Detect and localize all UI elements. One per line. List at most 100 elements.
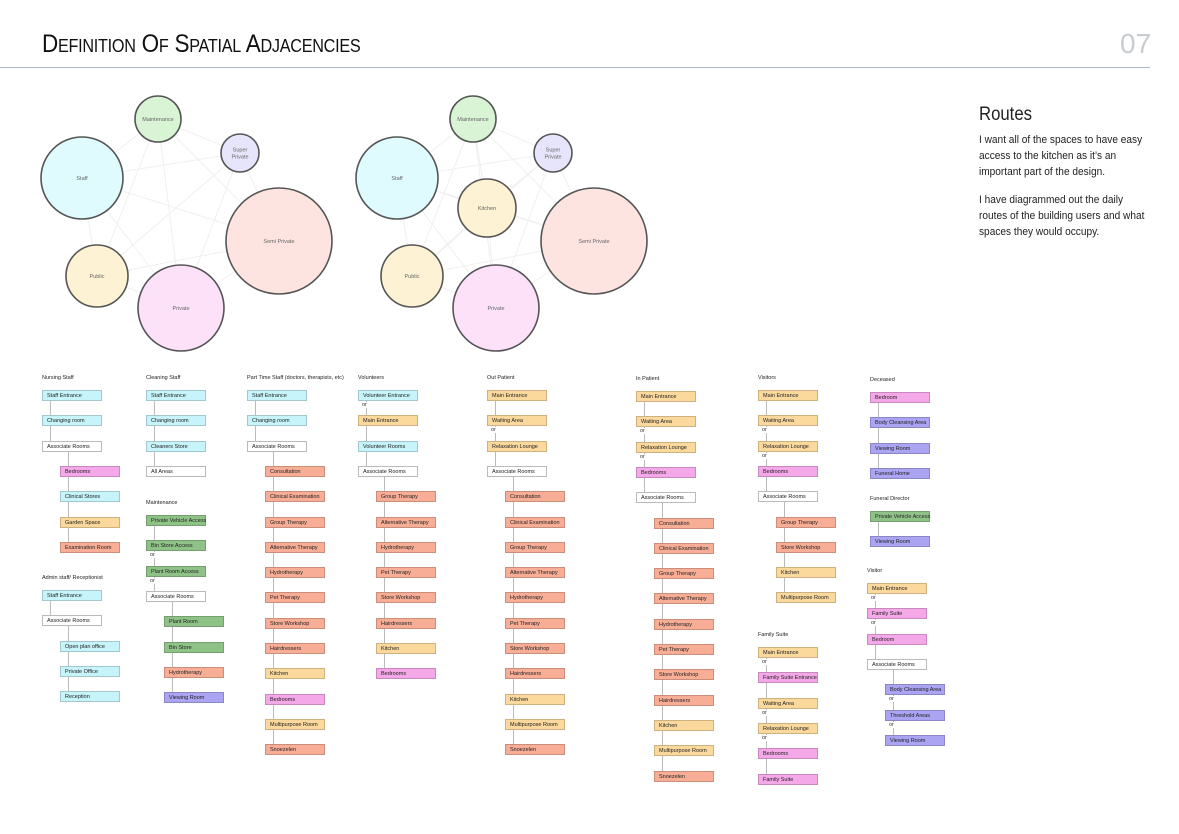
route-room: Examination Room: [60, 541, 120, 553]
route-room: Consultation: [654, 517, 714, 529]
route-connector: [68, 626, 69, 697]
route-connector: [495, 396, 496, 472]
route-group-title: Cleaning Staff: [146, 375, 181, 381]
bubble-label: Private: [544, 155, 561, 161]
route-room: Snoezelen: [265, 744, 325, 756]
route-room: Waiting Area: [636, 416, 696, 428]
route-room: Hydrotherapy: [265, 567, 325, 579]
route-room: Reception: [60, 691, 120, 703]
route-room: Alternative Therapy: [265, 541, 325, 553]
route-room: Associate Rooms: [247, 440, 307, 452]
bubble-label: Super: [233, 148, 248, 154]
route-room: Associate Rooms: [487, 465, 547, 477]
route-room: Private Office: [60, 665, 120, 677]
route-room: Multipurpose Room: [654, 745, 714, 757]
route-room: Consultation: [265, 465, 325, 477]
bubble-label: Semi Private: [578, 239, 609, 245]
route-room: Waiting Area: [758, 415, 818, 427]
route-room: Group Therapy: [776, 516, 836, 528]
bubble-staff: [40, 136, 124, 220]
route-room: Snoezelen: [654, 770, 714, 782]
route-connector: [513, 476, 514, 750]
header-divider: [0, 67, 1150, 68]
route-room: Bedrooms: [60, 465, 120, 477]
route-room: Associate Rooms: [636, 492, 696, 504]
route-room: Pet Therapy: [654, 644, 714, 655]
route-room: Kitchen: [376, 643, 436, 654]
or-label: or: [640, 453, 645, 460]
route-connector: [662, 503, 663, 776]
bubble-semi-private: [540, 187, 648, 295]
bubble-label: Semi Private: [263, 239, 294, 245]
route-room: Multipurpose Room: [776, 592, 836, 604]
route-room: Main Entrance: [758, 390, 818, 401]
route-group-title: Admin staff/ Receptionist: [42, 575, 103, 581]
or-label: or: [871, 620, 876, 627]
route-group-title: Maintenance: [146, 500, 178, 506]
bubble-label: Public: [405, 274, 420, 280]
route-room: Staff Entrance: [42, 390, 102, 401]
bubble-label: Staff: [76, 176, 88, 182]
route-room: Garden Space: [60, 516, 120, 528]
route-room: Body Cleansing Area: [885, 684, 945, 696]
page-title: Definition Of Spatial Adjacencies: [42, 30, 361, 58]
route-room: Associate Rooms: [867, 658, 927, 670]
route-room: Main Entrance: [487, 390, 547, 401]
route-room: Associate Rooms: [42, 615, 102, 627]
or-label: or: [150, 552, 155, 559]
route-room: Main Entrance: [758, 647, 818, 658]
route-room: Bedroom: [867, 633, 927, 645]
route-connector: [875, 589, 876, 665]
route-room: Multipurpose Room: [265, 718, 325, 730]
route-room: Bedrooms: [376, 668, 436, 680]
route-room: Associate Rooms: [42, 440, 102, 452]
bubble-label: Public: [90, 274, 105, 280]
routes-heading: Routes: [979, 104, 1032, 125]
route-room: Relaxation Lounge: [758, 722, 818, 734]
route-room: Bedrooms: [636, 466, 696, 478]
route-room: Clinical Examination: [505, 516, 565, 528]
route-room: Kitchen: [505, 693, 565, 705]
route-room: Clinical Examination: [654, 542, 714, 554]
bubble-semi-private: [225, 187, 333, 295]
route-room: Bin Store Access: [146, 540, 206, 552]
route-room: Associate Rooms: [758, 491, 818, 503]
route-room: Kitchen: [654, 719, 714, 731]
bubble-public: [65, 244, 129, 308]
route-room: Bedrooms: [265, 693, 325, 705]
route-room: Viewing Room: [870, 536, 930, 548]
page-number: 07: [1120, 28, 1152, 59]
route-room: Alternative Therapy: [505, 567, 565, 579]
bubble-super-private: [533, 133, 573, 173]
route-room: Viewing Room: [164, 692, 224, 704]
route-room: Changing room: [42, 415, 102, 427]
route-connector: [893, 669, 894, 740]
route-connector: [154, 521, 155, 597]
route-room: Associate Rooms: [146, 590, 206, 602]
route-room: Open plan office: [60, 640, 120, 652]
or-label: or: [362, 402, 367, 408]
route-connector: [50, 596, 51, 622]
route-room: Waiting Area: [758, 697, 818, 709]
route-connector: [878, 517, 879, 543]
route-room: Private Vehicle Access: [146, 515, 206, 526]
or-label: or: [762, 734, 767, 741]
route-room: Hairdressers: [505, 668, 565, 680]
route-room: Main Entrance: [867, 583, 927, 594]
route-connector: [154, 396, 155, 472]
bubble-label: Super: [546, 148, 561, 154]
bubble-kitchen: [457, 178, 517, 238]
route-room: Threshold Areas: [885, 709, 945, 721]
route-room: Changing room: [146, 415, 206, 427]
bubble-label: Maintenance: [142, 117, 174, 123]
route-room: Bin Store: [164, 641, 224, 653]
route-room: Hydrotherapy: [505, 592, 565, 604]
or-label: or: [871, 595, 876, 601]
route-room: Clinical Stores: [60, 491, 120, 503]
route-group-title: In Patient: [636, 376, 660, 382]
route-group-title: Part Time Staff (doctors, therapists, et…: [247, 375, 344, 381]
or-label: or: [762, 659, 767, 665]
route-room: Kitchen: [776, 567, 836, 579]
route-room: Pet Therapy: [376, 567, 436, 579]
